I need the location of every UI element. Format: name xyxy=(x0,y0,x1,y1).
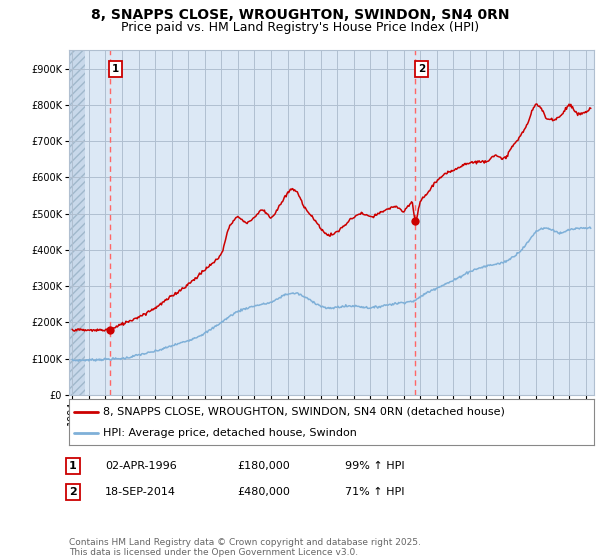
Text: HPI: Average price, detached house, Swindon: HPI: Average price, detached house, Swin… xyxy=(103,428,357,438)
Text: 71% ↑ HPI: 71% ↑ HPI xyxy=(345,487,404,497)
Text: 8, SNAPPS CLOSE, WROUGHTON, SWINDON, SN4 0RN: 8, SNAPPS CLOSE, WROUGHTON, SWINDON, SN4… xyxy=(91,8,509,22)
Text: 1: 1 xyxy=(112,64,119,74)
Text: 18-SEP-2014: 18-SEP-2014 xyxy=(105,487,176,497)
Text: Price paid vs. HM Land Registry's House Price Index (HPI): Price paid vs. HM Land Registry's House … xyxy=(121,21,479,34)
Text: 99% ↑ HPI: 99% ↑ HPI xyxy=(345,461,404,471)
Text: £180,000: £180,000 xyxy=(237,461,290,471)
Text: 8, SNAPPS CLOSE, WROUGHTON, SWINDON, SN4 0RN (detached house): 8, SNAPPS CLOSE, WROUGHTON, SWINDON, SN4… xyxy=(103,407,505,417)
Text: Contains HM Land Registry data © Crown copyright and database right 2025.
This d: Contains HM Land Registry data © Crown c… xyxy=(69,538,421,557)
Text: 02-APR-1996: 02-APR-1996 xyxy=(105,461,177,471)
Text: 2: 2 xyxy=(418,64,425,74)
Text: £480,000: £480,000 xyxy=(237,487,290,497)
Bar xyxy=(69,50,85,395)
Text: 1: 1 xyxy=(69,461,77,471)
Text: 2: 2 xyxy=(69,487,77,497)
